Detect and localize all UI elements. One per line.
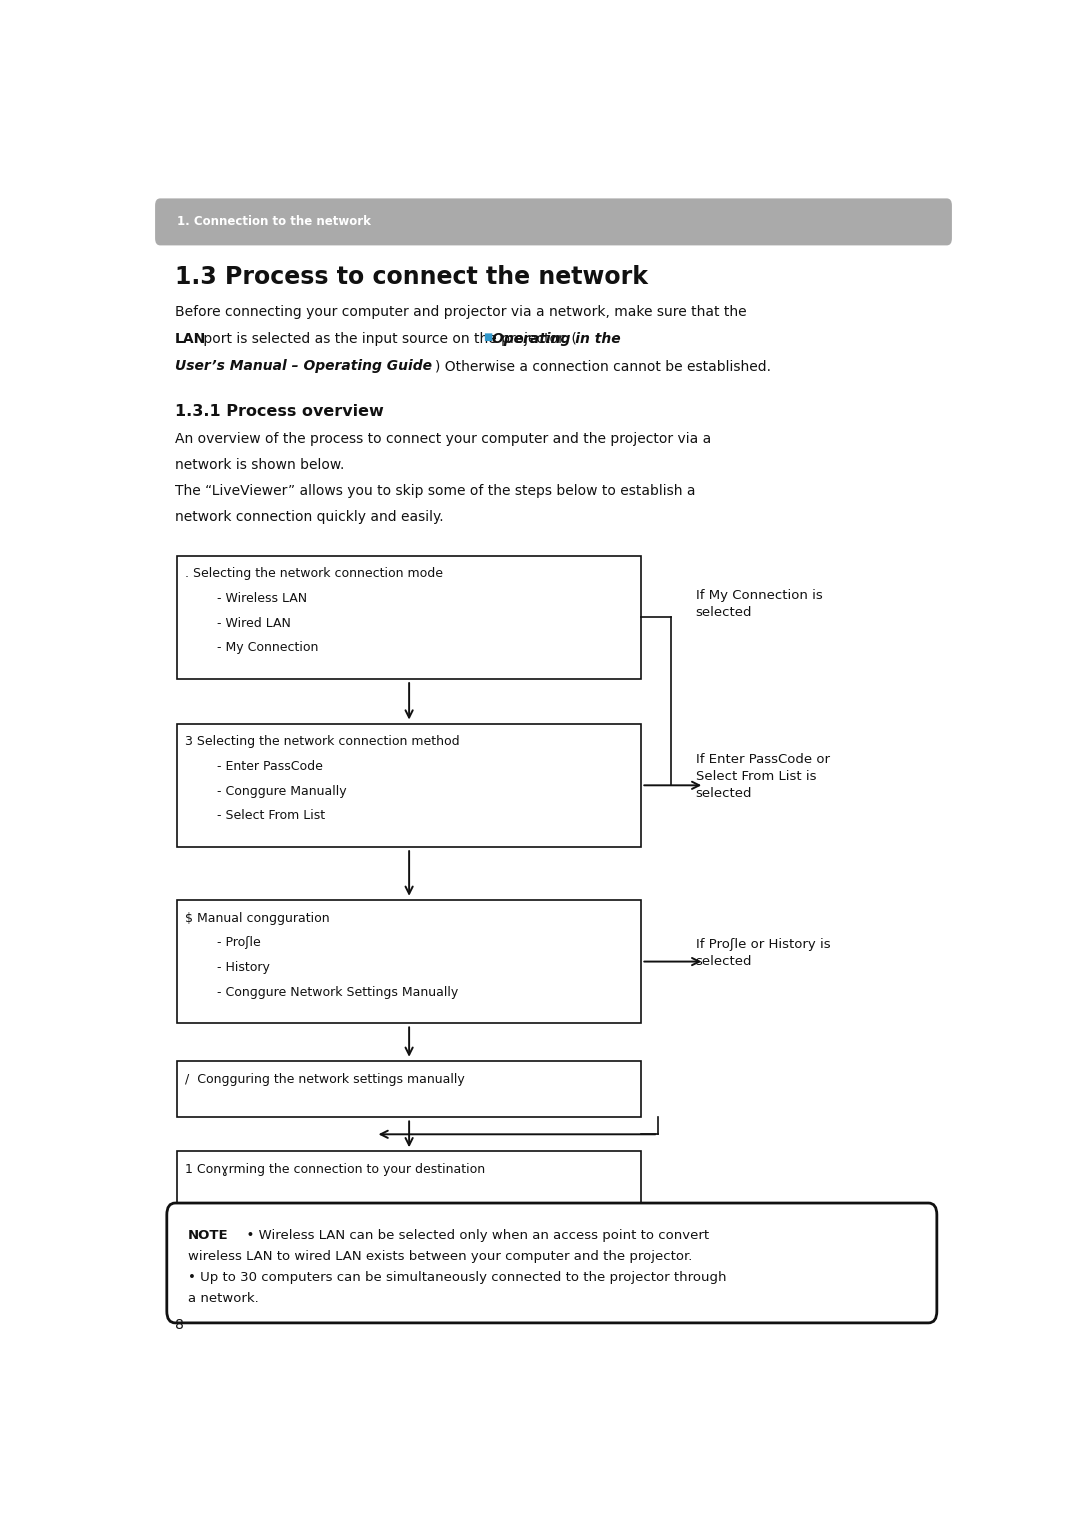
Text: 1.3.1 Process overview: 1.3.1 Process overview [175,404,383,420]
Bar [177,555,642,679]
Text: 1.3 Process to connect the network: 1.3 Process to connect the network [175,266,648,290]
Text: NOTE: NOTE [188,1228,228,1242]
Text: wireless LAN to wired LAN exists between your computer and the projector.: wireless LAN to wired LAN exists between… [188,1250,692,1264]
Bar [177,723,642,847]
Text: - History: - History [186,961,270,974]
Text: • Wireless LAN can be selected only when an access point to convert: • Wireless LAN can be selected only when… [238,1228,710,1242]
Text: - Wired LAN: - Wired LAN [186,617,292,630]
Text: . Selecting the network connection mode: . Selecting the network connection mode [186,568,443,580]
Text: Operating in the: Operating in the [491,333,620,346]
Bar [177,1061,642,1117]
Text: - My Connection: - My Connection [186,641,319,655]
Text: An overview of the process to connect your computer and the projector via a: An overview of the process to connect yo… [175,432,712,446]
Text: - Conɡgure Network Settings Manually: - Conɡgure Network Settings Manually [186,986,459,998]
Text: 1. Connection to the network: 1. Connection to the network [177,215,370,229]
Text: 1 Conɣrming the connection to your destination: 1 Conɣrming the connection to your desti… [186,1163,485,1177]
Text: /  Conɡguring the network settings manually: / Conɡguring the network settings manual… [186,1073,465,1085]
Text: If Enter PassCode or
Select From List is
selected: If Enter PassCode or Select From List is… [696,752,829,800]
Text: 8: 8 [175,1318,184,1332]
Text: a network.: a network. [188,1293,258,1305]
Text: The “LiveViewer” allows you to skip some of the steps below to establish a: The “LiveViewer” allows you to skip some… [175,484,696,497]
FancyBboxPatch shape [156,198,951,246]
Text: • Up to 30 computers can be simultaneously connected to the projector through: • Up to 30 computers can be simultaneous… [188,1271,726,1285]
Text: LAN: LAN [175,333,206,346]
Text: 3 Selecting the network connection method: 3 Selecting the network connection metho… [186,736,460,748]
Text: If My Connection is
selected: If My Connection is selected [696,589,823,618]
Text: - Wireless LAN: - Wireless LAN [186,592,308,604]
Text: ) Otherwise a connection cannot be established.: ) Otherwise a connection cannot be estab… [434,359,771,374]
Text: network is shown below.: network is shown below. [175,458,345,472]
Text: If Proʃle or History is
selected: If Proʃle or History is selected [696,938,831,967]
Text: - Conɡgure Manually: - Conɡgure Manually [186,784,347,798]
Text: - Select From List: - Select From List [186,809,325,823]
Text: port is selected as the input source on the projector. (: port is selected as the input source on … [199,333,577,346]
Text: - Proʃle: - Proʃle [186,937,261,949]
FancyBboxPatch shape [166,1202,936,1323]
Bar [177,900,642,1024]
Text: - Enter PassCode: - Enter PassCode [186,760,323,774]
Text: ■: ■ [483,333,492,342]
Text: network connection quickly and easily.: network connection quickly and easily. [175,510,444,523]
Text: User’s Manual – Operating Guide: User’s Manual – Operating Guide [175,359,432,374]
Bar [177,1151,642,1207]
Text: $ Manual conɡguration: $ Manual conɡguration [186,911,329,925]
Text: Before connecting your computer and projector via a network, make sure that the: Before connecting your computer and proj… [175,305,746,319]
